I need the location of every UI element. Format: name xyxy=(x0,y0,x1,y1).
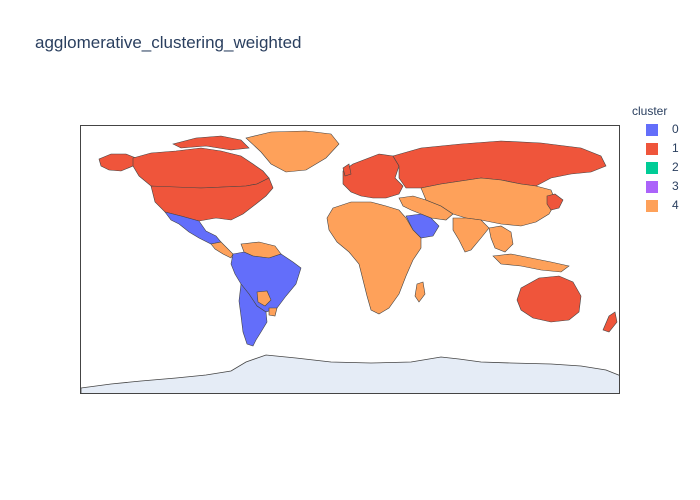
region-middle-east[interactable] xyxy=(398,195,454,221)
legend-item-2[interactable]: 2 xyxy=(646,161,694,174)
region-colombia-brazil[interactable] xyxy=(230,251,302,313)
legend-swatch xyxy=(646,199,658,212)
region-central-america[interactable] xyxy=(210,241,234,259)
legend-item-1[interactable]: 1 xyxy=(646,142,694,155)
legend-swatch xyxy=(646,161,658,174)
region-canada[interactable] xyxy=(132,147,270,189)
region-madagascar[interactable] xyxy=(414,281,426,303)
region-india[interactable] xyxy=(452,217,490,253)
world-map[interactable] xyxy=(81,126,620,394)
legend-swatch xyxy=(646,123,658,136)
region-new-zealand[interactable] xyxy=(602,311,618,333)
legend-swatch xyxy=(646,180,658,193)
region-canada-arctic[interactable] xyxy=(172,135,250,151)
region-central-asia-china[interactable] xyxy=(420,177,557,227)
map-frame[interactable] xyxy=(80,125,620,394)
region-greenland[interactable] xyxy=(245,130,340,173)
legend-label: 4 xyxy=(672,198,679,212)
legend: cluster 0 1 2 3 4 xyxy=(632,104,694,212)
region-australia[interactable] xyxy=(516,275,582,323)
region-japan-korea[interactable] xyxy=(546,193,564,211)
region-uk[interactable] xyxy=(342,163,352,177)
legend-items: 0 1 2 3 4 xyxy=(632,123,694,212)
region-paraguay[interactable] xyxy=(256,290,272,307)
region-antarctica[interactable] xyxy=(81,354,620,394)
region-uruguay[interactable] xyxy=(268,307,278,317)
region-alaska[interactable] xyxy=(98,153,137,172)
legend-item-4[interactable]: 4 xyxy=(646,199,694,212)
legend-label: 3 xyxy=(672,179,679,193)
region-russia[interactable] xyxy=(392,140,607,189)
region-southeast-asia[interactable] xyxy=(488,225,514,253)
legend-item-3[interactable]: 3 xyxy=(646,180,694,193)
region-africa[interactable] xyxy=(326,201,422,315)
chart-title: agglomerative_clustering_weighted xyxy=(35,33,302,52)
legend-label: 2 xyxy=(672,160,679,174)
legend-label: 1 xyxy=(672,141,679,155)
region-indonesia[interactable] xyxy=(492,253,570,273)
legend-label: 0 xyxy=(672,122,679,136)
region-europe[interactable] xyxy=(342,153,404,199)
legend-swatch xyxy=(646,142,658,155)
legend-item-0[interactable]: 0 xyxy=(646,123,694,136)
region-argentina-chile[interactable] xyxy=(238,283,268,347)
legend-title: cluster xyxy=(632,104,668,118)
